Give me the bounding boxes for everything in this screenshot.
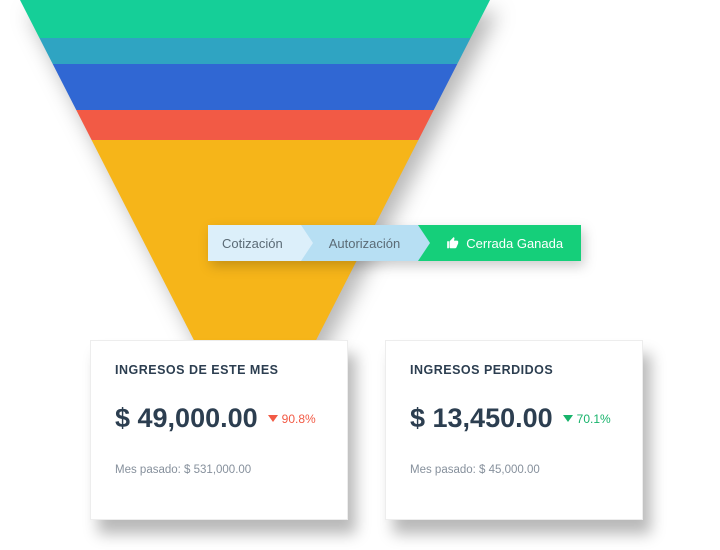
trend-down-icon: [563, 415, 573, 422]
funnel-stage-stage-4: [76, 110, 434, 140]
card-previous: Mes pasado: $ 45,000.00: [410, 464, 618, 476]
chevron-right-icon: [301, 225, 313, 261]
pipeline-stage[interactable]: Cerrada Ganada: [418, 225, 581, 261]
trend-indicator: 90.8%: [268, 412, 316, 426]
trend-indicator: 70.1%: [563, 412, 611, 426]
pipeline-stage[interactable]: Cotización: [208, 225, 301, 261]
funnel-stage-stage-2: [39, 38, 470, 64]
card-value-row: $ 49,000.00 90.8%: [115, 403, 323, 434]
card-ingresos-mes: INGRESOS DE ESTE MES $ 49,000.00 90.8% M…: [90, 340, 348, 520]
trend-pct: 90.8%: [282, 412, 316, 426]
card-ingresos-perdidos: INGRESOS PERDIDOS $ 13,450.00 70.1% Mes …: [385, 340, 643, 520]
pipeline-stage-label: Cotización: [222, 236, 283, 251]
card-previous: Mes pasado: $ 531,000.00: [115, 464, 323, 476]
pipeline-stage-label: Autorización: [329, 236, 401, 251]
funnel-stage-stage-1: [20, 0, 490, 38]
chevron-right-icon: [418, 225, 430, 261]
trend-pct: 70.1%: [577, 412, 611, 426]
pipeline-stage[interactable]: Autorización: [301, 225, 419, 261]
funnel-stage-stage-3: [53, 64, 458, 110]
card-title: INGRESOS DE ESTE MES: [115, 363, 323, 377]
trend-down-icon: [268, 415, 278, 422]
card-value-row: $ 13,450.00 70.1%: [410, 403, 618, 434]
card-value: $ 13,450.00: [410, 403, 553, 434]
pipeline-stage-label: Cerrada Ganada: [466, 236, 563, 251]
thumbs-up-icon: [446, 236, 460, 250]
card-title: INGRESOS PERDIDOS: [410, 363, 618, 377]
card-value: $ 49,000.00: [115, 403, 258, 434]
pipeline-stages: Cotización Autorización Cerrada Ganada: [208, 225, 581, 261]
